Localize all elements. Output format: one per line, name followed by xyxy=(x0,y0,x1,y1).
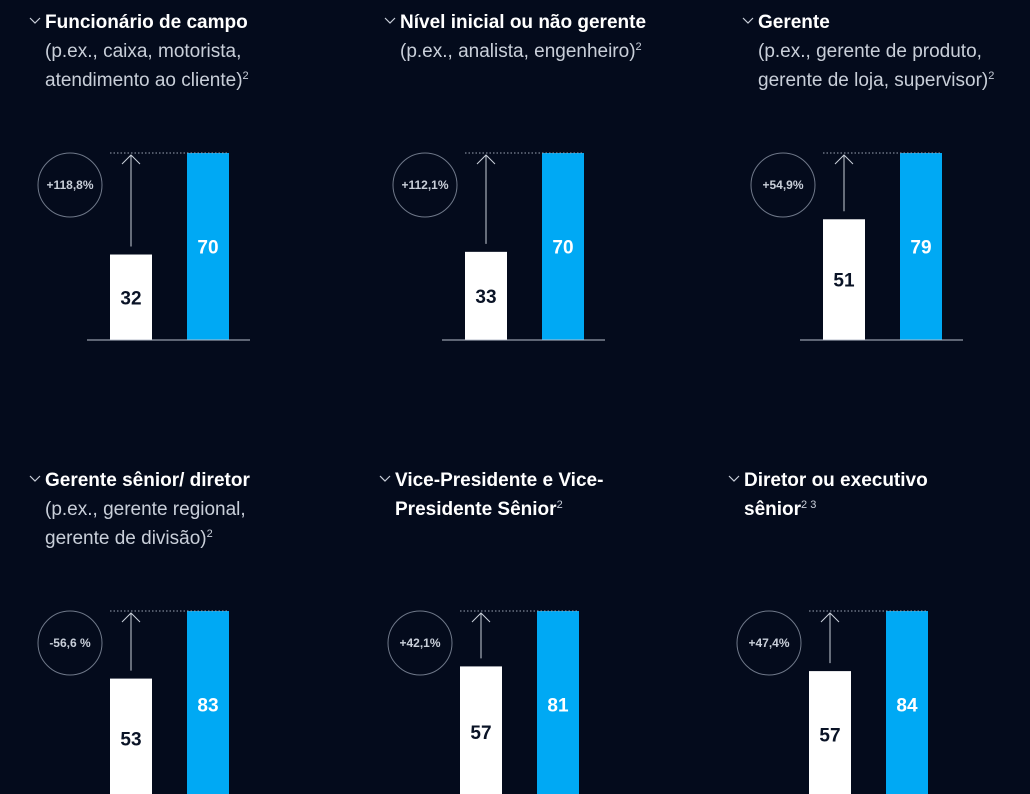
bar xyxy=(460,666,502,794)
value-label: 84 xyxy=(896,696,918,717)
bar xyxy=(110,254,152,340)
annotation-circle xyxy=(37,610,103,676)
title-text: Diretor ou executivo xyxy=(744,470,928,491)
annotation: +54,9% xyxy=(762,178,803,192)
footnote: 2 xyxy=(988,70,995,82)
title-text: Funcionário de campo xyxy=(45,12,248,33)
panel-title: Vice-Presidente e Vice- xyxy=(395,466,603,495)
arrow-head xyxy=(476,154,496,165)
footnote: 2 xyxy=(206,528,213,540)
title-text: sênior xyxy=(744,499,802,520)
annotation-circle xyxy=(736,610,802,676)
footnote: 2 xyxy=(242,70,249,82)
subtitle-text: (p.ex., gerente regional, xyxy=(45,499,246,520)
panel-subtitle: (p.ex., gerente de produto, xyxy=(758,37,982,66)
subtitle-text: gerente de divisão) xyxy=(45,528,207,549)
panel-title: Diretor ou executivo xyxy=(744,466,928,495)
title-text: Gerente sênior/ diretor xyxy=(45,470,250,491)
bar xyxy=(187,611,229,794)
footnote: 2 xyxy=(635,41,642,53)
annotation-circle xyxy=(387,610,453,676)
subtitle-text: atendimento ao cliente) xyxy=(45,70,243,91)
value-label: 57 xyxy=(470,723,491,744)
bar xyxy=(823,219,865,340)
chevron xyxy=(29,17,41,24)
chevron xyxy=(384,17,396,24)
bar xyxy=(542,153,584,340)
arrow-head xyxy=(121,612,141,623)
bar xyxy=(110,678,152,794)
panel-subtitle: gerente de divisão)2 xyxy=(45,524,213,553)
annotation: +112,1% xyxy=(401,178,448,192)
panel-title: Nível inicial ou não gerente xyxy=(400,8,646,37)
value-label: 33 xyxy=(475,287,496,308)
annotation: +42,1% xyxy=(399,636,440,650)
subtitle-text: gerente de loja, supervisor) xyxy=(758,70,989,91)
value-label: 70 xyxy=(197,238,218,259)
bar xyxy=(187,153,229,340)
value-label: 51 xyxy=(833,271,855,292)
annotation-circle xyxy=(750,152,816,218)
value-label: 70 xyxy=(552,238,573,259)
annotation: -56,6 % xyxy=(49,636,91,650)
annotation-circle xyxy=(392,152,458,218)
subtitle-text: (p.ex., analista, engenheiro) xyxy=(400,41,636,62)
value-label: 57 xyxy=(819,726,840,747)
footnote: 2 xyxy=(556,499,563,511)
chevron xyxy=(742,17,754,24)
value-label: 79 xyxy=(910,238,931,259)
title-text: Gerente xyxy=(758,12,830,33)
panel-title: Gerente xyxy=(758,8,830,37)
panel-title: Gerente sênior/ diretor xyxy=(45,466,250,495)
chevron xyxy=(379,475,391,482)
title-text: Vice-Presidente e Vice- xyxy=(395,470,604,491)
arrow-head xyxy=(820,612,840,623)
annotation-circle xyxy=(37,152,103,218)
panel-subtitle: gerente de loja, supervisor)2 xyxy=(758,66,994,95)
chevron xyxy=(728,475,740,482)
panel-subtitle: (p.ex., caixa, motorista, xyxy=(45,37,241,66)
bar xyxy=(900,153,942,340)
bar xyxy=(886,611,928,794)
subtitle-text: (p.ex., caixa, motorista, xyxy=(45,41,242,62)
value-label: 53 xyxy=(120,729,141,750)
value-label: 83 xyxy=(197,696,218,717)
panel-subtitle: atendimento ao cliente)2 xyxy=(45,66,249,95)
footnote: 2 3 xyxy=(801,499,817,511)
bar xyxy=(809,671,851,794)
panel-title: sênior2 3 xyxy=(744,495,816,524)
bar xyxy=(537,611,579,794)
panel-subtitle: (p.ex., analista, engenheiro)2 xyxy=(400,37,642,66)
arrow-head xyxy=(121,154,141,165)
annotation: +47,4% xyxy=(748,636,789,650)
annotation: +118,8% xyxy=(46,178,93,192)
title-text: Presidente Sênior xyxy=(395,499,557,520)
arrow-head xyxy=(834,154,854,165)
bar xyxy=(465,251,507,340)
chevron xyxy=(29,475,41,482)
value-label: 81 xyxy=(547,696,569,717)
panel-title: Funcionário de campo xyxy=(45,8,248,37)
panel-title: Presidente Sênior2 xyxy=(395,495,563,524)
value-label: 32 xyxy=(120,288,141,309)
panel-subtitle: (p.ex., gerente regional, xyxy=(45,495,246,524)
subtitle-text: (p.ex., gerente de produto, xyxy=(758,41,982,62)
arrow-head xyxy=(471,612,491,623)
title-text: Nível inicial ou não gerente xyxy=(400,12,647,33)
